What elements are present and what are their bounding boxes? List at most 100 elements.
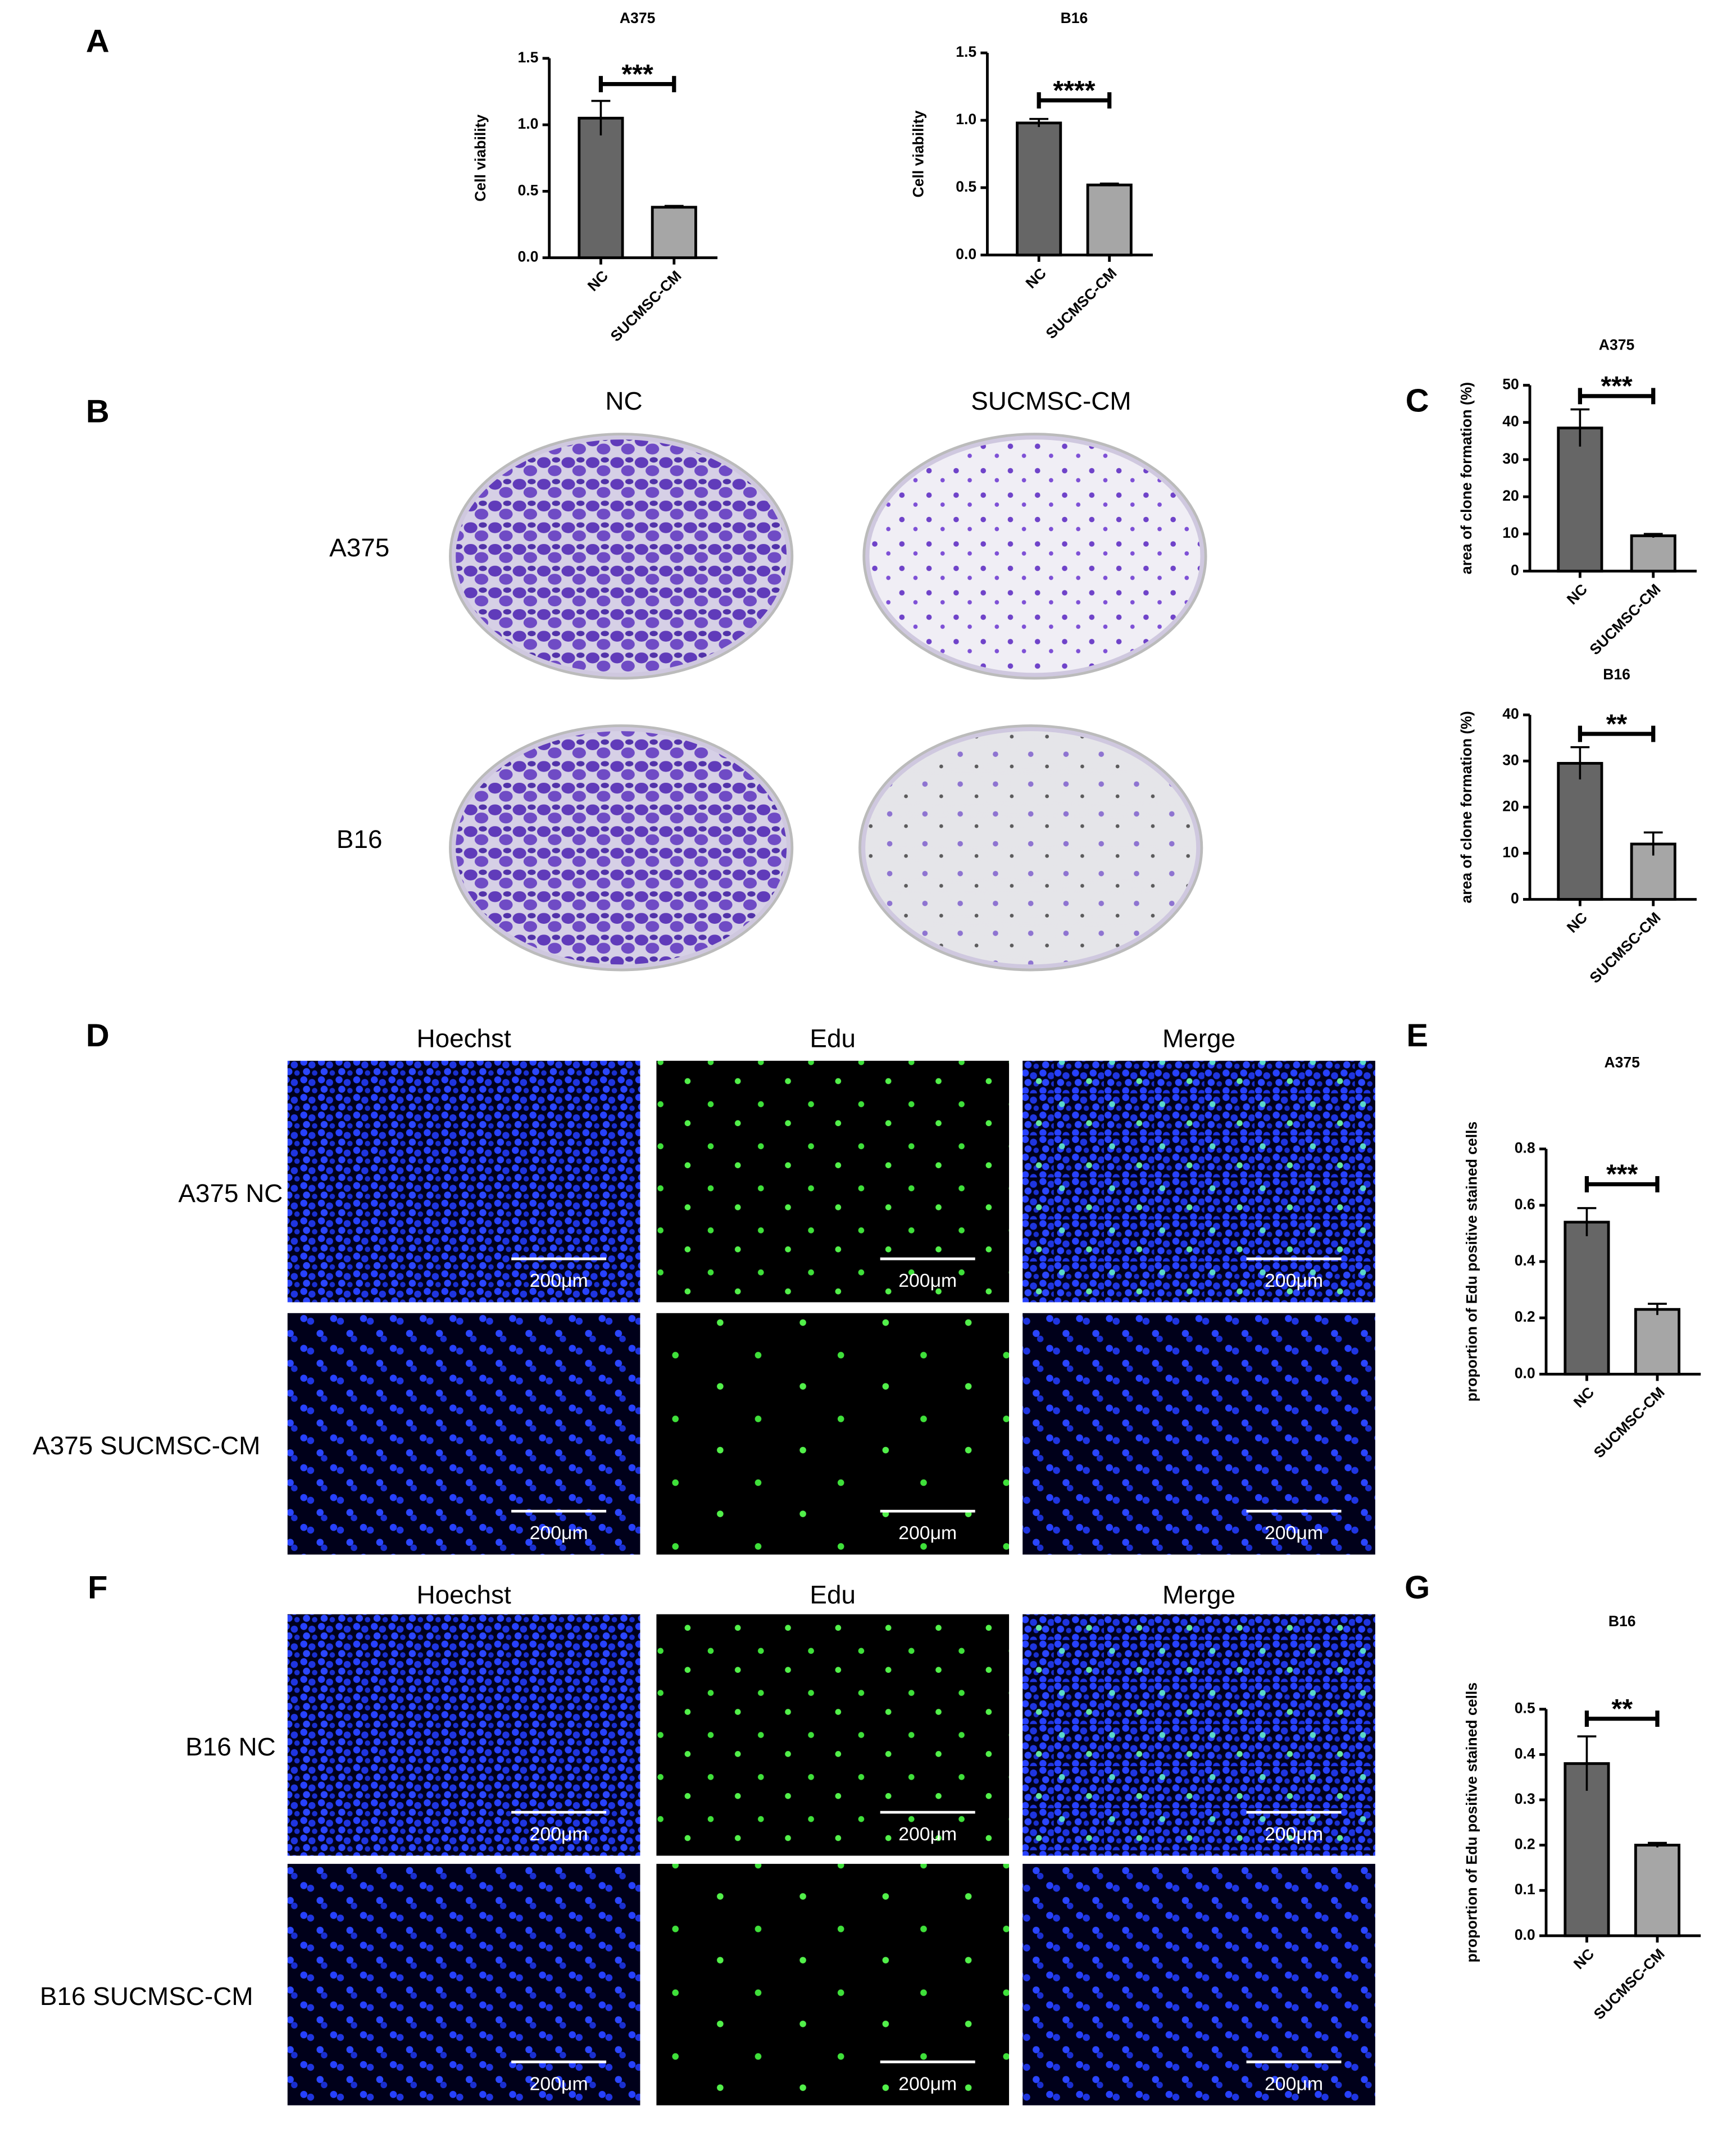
micrograph bbox=[1022, 1060, 1375, 1303]
row-label: A375 SUCMSC-CM bbox=[33, 1431, 260, 1460]
y-tick-label: 0.4 bbox=[1515, 1745, 1535, 1762]
y-tick-label: 0.4 bbox=[1515, 1252, 1535, 1269]
y-tick-label: 0.1 bbox=[1515, 1881, 1535, 1898]
y-tick-label: 0.5 bbox=[956, 178, 976, 195]
bar bbox=[1564, 1221, 1610, 1376]
micrograph bbox=[656, 1863, 1010, 2106]
scale-bar-label: 200μm bbox=[530, 1823, 588, 1845]
row-label: B16 SUCMSC-CM bbox=[40, 1981, 253, 2011]
row-label: B16 NC bbox=[185, 1732, 276, 1761]
column-label: Hoechst bbox=[417, 1580, 511, 1609]
y-tick-label: 1.5 bbox=[517, 49, 538, 66]
y-tick-label: 1.0 bbox=[517, 115, 538, 132]
y-tick-label: 0.0 bbox=[1515, 1926, 1535, 1943]
y-axis-label: Cell viability bbox=[910, 110, 927, 197]
y-tick-label: 0 bbox=[1511, 561, 1519, 578]
x-tick-label: SUCMSC-CM bbox=[607, 267, 685, 345]
bar bbox=[1634, 1308, 1681, 1376]
panel-label: C bbox=[1406, 383, 1429, 419]
chart-title: A375 bbox=[1599, 337, 1635, 353]
scale-bar-label: 200μm bbox=[530, 2073, 588, 2094]
micrograph bbox=[656, 1060, 1010, 1303]
y-tick-label: 0.0 bbox=[517, 248, 538, 265]
scale-bar-label: 200μm bbox=[1265, 1823, 1323, 1845]
y-tick-label: 0.5 bbox=[1515, 1700, 1535, 1717]
micrograph bbox=[287, 1060, 640, 1303]
y-tick-label: 0.0 bbox=[1515, 1364, 1535, 1381]
colonies bbox=[865, 731, 1197, 965]
column-label: NC bbox=[605, 386, 642, 415]
x-tick-label: NC bbox=[1564, 580, 1590, 607]
y-tick-label: 0.5 bbox=[517, 182, 538, 198]
row-label: B16 bbox=[337, 824, 383, 854]
column-label: Merge bbox=[1162, 1580, 1235, 1609]
column-label: SUCMSC-CM bbox=[971, 386, 1131, 415]
scale-bar-label: 200μm bbox=[898, 1270, 957, 1291]
y-tick-label: 1.5 bbox=[956, 43, 976, 60]
micrograph bbox=[656, 1313, 1010, 1555]
bar bbox=[1557, 761, 1603, 901]
row-label: A375 bbox=[329, 533, 389, 562]
scale-bar-label: 200μm bbox=[898, 1823, 957, 1845]
bar bbox=[1557, 427, 1603, 573]
y-tick-label: 50 bbox=[1502, 376, 1519, 393]
colonies bbox=[456, 439, 787, 673]
y-tick-label: 0.6 bbox=[1515, 1196, 1535, 1213]
y-tick-label: 10 bbox=[1502, 524, 1519, 541]
bar bbox=[651, 206, 697, 260]
y-tick-label: 0.8 bbox=[1515, 1140, 1535, 1156]
y-tick-label: 30 bbox=[1502, 751, 1519, 768]
y-tick-label: 10 bbox=[1502, 843, 1519, 860]
chart-title: B16 bbox=[1608, 1613, 1636, 1630]
bar bbox=[1630, 534, 1676, 573]
x-tick-label: NC bbox=[1570, 1945, 1597, 1972]
y-tick-label: 20 bbox=[1502, 797, 1519, 814]
chart-title: B16 bbox=[1603, 666, 1630, 683]
column-label: Edu bbox=[810, 1024, 856, 1053]
panel-label: D bbox=[86, 1018, 110, 1054]
x-tick-label: SUCMSC-CM bbox=[1590, 1383, 1668, 1461]
chart-title: B16 bbox=[1061, 10, 1088, 26]
column-label: Merge bbox=[1162, 1024, 1235, 1053]
bar bbox=[1634, 1844, 1681, 1938]
micrograph bbox=[1022, 1863, 1375, 2106]
chart-title: A375 bbox=[1604, 1054, 1640, 1071]
bar bbox=[578, 116, 624, 260]
x-tick-label: NC bbox=[584, 267, 611, 294]
x-tick-label: SUCMSC-CM bbox=[1587, 909, 1664, 986]
x-tick-label: SUCMSC-CM bbox=[1590, 1945, 1668, 2023]
micrograph bbox=[287, 1614, 640, 1856]
panel-label: E bbox=[1406, 1018, 1428, 1054]
x-tick-label: SUCMSC-CM bbox=[1587, 580, 1664, 658]
scale-bar-label: 200μm bbox=[1265, 1270, 1323, 1291]
panel-label: F bbox=[88, 1570, 107, 1606]
y-axis-label: proportion of Edu positive stained cells bbox=[1464, 1122, 1480, 1402]
y-tick-label: 40 bbox=[1502, 705, 1519, 722]
micrograph bbox=[1022, 1313, 1375, 1555]
y-tick-label: 20 bbox=[1502, 487, 1519, 504]
y-tick-label: 0.0 bbox=[956, 246, 976, 262]
y-tick-label: 1.0 bbox=[956, 111, 976, 128]
micrograph bbox=[1022, 1614, 1375, 1856]
scale-bar-label: 200μm bbox=[898, 1522, 957, 1544]
micrograph bbox=[287, 1863, 640, 2106]
colonies bbox=[869, 439, 1201, 673]
y-tick-label: 0.2 bbox=[1515, 1308, 1535, 1325]
bar bbox=[1086, 183, 1133, 257]
x-tick-label: NC bbox=[1022, 265, 1049, 292]
row-label: A375 NC bbox=[178, 1178, 283, 1208]
y-tick-label: 40 bbox=[1502, 413, 1519, 430]
column-label: Edu bbox=[810, 1580, 856, 1609]
significance-label: *** bbox=[1601, 371, 1633, 401]
y-tick-label: 0.3 bbox=[1515, 1790, 1535, 1807]
y-tick-label: 0 bbox=[1511, 890, 1519, 907]
micrograph bbox=[656, 1614, 1010, 1856]
bar bbox=[1016, 121, 1062, 257]
significance-label: *** bbox=[621, 59, 653, 89]
y-axis-label: Cell viability bbox=[472, 115, 489, 202]
x-tick-label: NC bbox=[1564, 909, 1590, 936]
significance-label: ** bbox=[1606, 709, 1628, 739]
y-axis-label: area of clone formation (%) bbox=[1458, 382, 1475, 574]
scale-bar-label: 200μm bbox=[530, 1522, 588, 1544]
